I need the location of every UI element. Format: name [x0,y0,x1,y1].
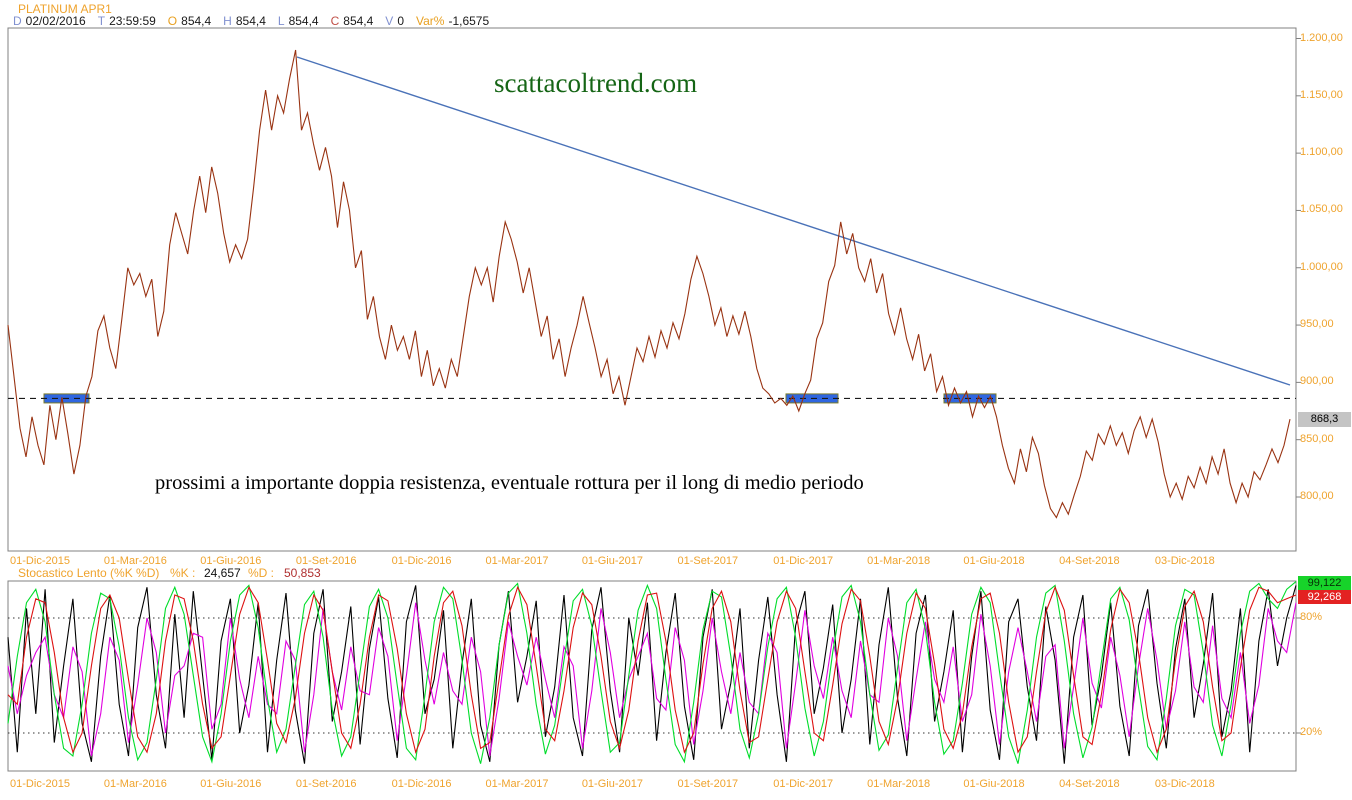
date-tick-label: 01-Giu-2016 [200,778,262,790]
chart-annotation: prossimi a importante doppia resistenza,… [155,472,864,494]
stoch-d-current-badge: 92,268 [1298,590,1351,604]
price-y-tick-label: 1.000,00 [1300,260,1343,273]
quote-field-value: 0 [397,14,404,28]
price-y-tick-label: 1.100,00 [1300,146,1343,159]
quote-field-value: 854,4 [343,14,374,28]
quote-field-value: 854,4 [235,14,266,28]
date-tick-label: 01-Mar-2018 [867,778,931,790]
stoch-series-fast-k [7,585,1297,764]
quote-field-value: 02/02/2016 [25,14,86,28]
quote-field-label: H [223,14,232,28]
price-y-tick-label: 850,00 [1300,432,1334,445]
stoch-k-value: 24,657 [204,566,241,580]
stoch-k-current-badge: 99,122 [1298,576,1351,590]
stoch-20-label: 20% [1300,726,1323,738]
quote-field-label: T [97,14,106,28]
date-tick-label: 01-Mar-2018 [867,555,931,567]
quote-field-label: L [277,14,285,28]
stoch-80-label: 80% [1300,611,1323,623]
stoch-d-value: 50,853 [284,566,321,580]
trendline [296,56,1291,386]
date-tick-label: 01-Set-2017 [677,555,739,567]
date-tick-label: 01-Set-2017 [677,778,739,790]
date-tick-label: 01-Giu-2018 [963,778,1025,790]
date-tick-label: 01-Dic-2015 [10,555,70,567]
date-tick-label: 01-Mar-2016 [103,555,167,567]
date-tick-label: 01-Set-2016 [295,555,357,567]
date-tick-label: 01-Mar-2017 [485,778,549,790]
price-y-tick-label: 1.200,00 [1300,31,1343,44]
quote-field-label: V [385,14,394,28]
date-tick-label: 01-Giu-2016 [200,555,262,567]
price-y-tick-label: 1.150,00 [1300,88,1343,101]
date-tick-label: 04-Set-2018 [1059,555,1120,567]
quote-field-value: -1,6575 [448,14,490,28]
date-tick-label: 03-Dic-2018 [1154,555,1215,567]
stoch-k-label: %K : [170,566,196,580]
date-tick-label: 01-Giu-2017 [581,555,643,567]
price-y-tick-label: 1.050,00 [1300,203,1343,216]
quote-strip: D 02/02/2016 T 23:59:59 O 854,4 H 854,4 L 854,4 C 8… [5,14,493,28]
date-tick-label: 03-Dic-2018 [1154,778,1215,790]
price-line-series [7,49,1291,519]
price-y-tick-label: 900,00 [1300,375,1334,388]
stoch-indicator-title: Stocastico Lento (%K %D) [18,566,160,580]
date-tick-label: 01-Dic-2017 [773,778,834,790]
date-tick-label: 01-Giu-2017 [581,778,643,790]
date-tick-label: 01-Set-2016 [295,778,357,790]
date-tick-label: 01-Dic-2015 [10,778,70,790]
date-tick-label: 01-Giu-2018 [963,555,1025,567]
quote-field-label: O [167,14,178,28]
date-tick-label: 01-Mar-2016 [103,778,167,790]
stoch-series-fast-d [7,602,1297,757]
date-tick-label: 01-Dic-2017 [773,555,834,567]
price-plot-area[interactable] [8,28,1296,551]
quote-field-label: D [13,14,22,28]
quote-field-label: C [330,14,340,28]
price-panel-border [7,27,1297,552]
quote-field-value: 854,4 [288,14,319,28]
date-tick-label: 04-Set-2018 [1059,778,1120,790]
quote-field-value: 23:59:59 [109,14,156,28]
stoch-panel-border [7,580,1297,772]
quote-field-value: 854,4 [181,14,212,28]
price-y-tick-label: 950,00 [1300,318,1334,331]
watermark-text: scattacoltrend.com [494,68,698,98]
symbol-title: PLATINUM APR1 [18,2,112,16]
stoch-series-slow-k [7,581,1297,764]
stoch-d-label: %D : [248,566,275,580]
quote-field-label: Var% [416,14,445,28]
last-price-badge: 868,3 [1298,412,1351,427]
date-tick-label: 01-Mar-2017 [485,555,549,567]
date-tick-label: 01-Dic-2016 [391,778,452,790]
stoch-series-slow-d [7,585,1297,754]
stoch-plot-area[interactable] [8,581,1296,771]
price-y-tick-label: 800,00 [1300,490,1334,502]
date-tick-label: 01-Dic-2016 [391,555,452,567]
